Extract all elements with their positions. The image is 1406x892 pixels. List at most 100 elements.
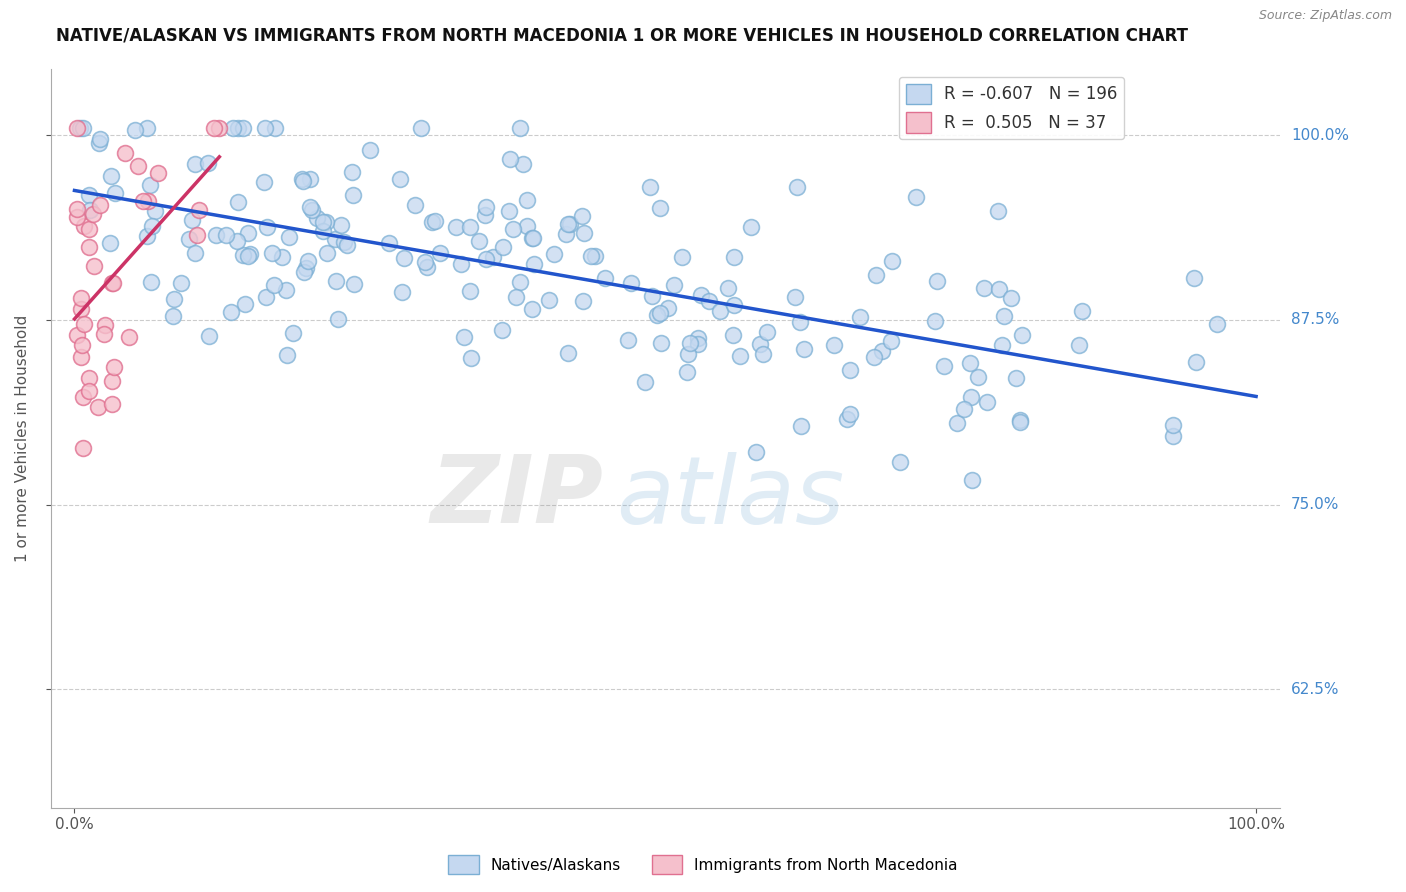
Point [66, 120, 89, 135]
Point [254, 290, 277, 304]
Point [849, 310, 872, 324]
Point [686, 337, 709, 351]
Point [499, 152, 522, 166]
Point [66, 328, 89, 343]
Point [394, 251, 416, 265]
Point [315, 246, 337, 260]
Point [274, 283, 297, 297]
Point [482, 250, 505, 264]
Point [620, 276, 643, 290]
Point [505, 290, 527, 304]
Point [236, 227, 259, 241]
Text: atlas: atlas [616, 451, 845, 542]
Point [72, 120, 94, 135]
Point [342, 187, 364, 202]
Legend: R = -0.607   N = 196, R =  0.505   N = 37: R = -0.607 N = 196, R = 0.505 N = 37 [898, 77, 1123, 139]
Point [188, 202, 211, 217]
Point [959, 390, 981, 404]
Point [709, 304, 731, 318]
Point [411, 120, 433, 135]
Point [889, 455, 911, 469]
Point [66, 210, 89, 224]
Point [959, 356, 981, 370]
Point [197, 329, 219, 343]
Point [973, 281, 995, 295]
Point [336, 237, 359, 252]
Point [924, 314, 946, 328]
Point [291, 172, 314, 186]
Point [557, 217, 579, 231]
Point [786, 179, 808, 194]
Point [93, 327, 115, 342]
Point [87, 401, 110, 415]
Point [509, 121, 531, 136]
Point [297, 253, 319, 268]
Point [474, 252, 496, 266]
Point [925, 274, 948, 288]
Point [617, 333, 640, 347]
Legend: Natives/Alaskans, Immigrants from North Macedonia: Natives/Alaskans, Immigrants from North … [441, 849, 965, 880]
Point [139, 275, 162, 289]
Point [1069, 338, 1091, 352]
Point [756, 325, 779, 339]
Point [69, 291, 91, 305]
Point [77, 188, 100, 202]
Point [748, 337, 770, 351]
Point [634, 375, 657, 389]
Point [94, 318, 117, 333]
Point [905, 190, 928, 204]
Text: NATIVE/ALASKAN VS IMMIGRANTS FROM NORTH MACEDONIA 1 OR MORE VEHICLES IN HOUSEHOL: NATIVE/ALASKAN VS IMMIGRANTS FROM NORTH … [56, 27, 1188, 45]
Point [752, 346, 775, 360]
Point [177, 232, 200, 246]
Point [232, 120, 254, 135]
Point [79, 384, 101, 398]
Point [77, 240, 100, 254]
Point [202, 120, 225, 135]
Point [283, 326, 305, 340]
Point [146, 166, 169, 180]
Point [103, 360, 125, 375]
Point [647, 308, 669, 322]
Point [233, 297, 256, 311]
Point [572, 294, 595, 309]
Point [1000, 292, 1022, 306]
Point [520, 301, 543, 316]
Point [740, 220, 762, 235]
Point [127, 159, 149, 173]
Point [880, 253, 903, 268]
Point [100, 396, 122, 410]
Point [558, 217, 581, 231]
Point [835, 411, 858, 425]
Point [1004, 370, 1026, 384]
Point [298, 171, 321, 186]
Point [581, 249, 603, 263]
Point [276, 349, 298, 363]
Point [114, 146, 136, 161]
Point [474, 201, 496, 215]
Point [976, 394, 998, 409]
Point [181, 213, 204, 227]
Point [391, 285, 413, 299]
Point [1011, 328, 1033, 343]
Point [79, 222, 101, 236]
Point [333, 235, 356, 249]
Point [520, 231, 543, 245]
Point [323, 232, 346, 246]
Point [83, 260, 105, 274]
Point [138, 194, 160, 208]
Point [101, 276, 124, 290]
Point [728, 349, 751, 363]
Point [583, 249, 606, 263]
Point [838, 407, 860, 421]
Point [671, 250, 693, 264]
Point [453, 330, 475, 344]
Point [946, 416, 969, 430]
Point [69, 120, 91, 135]
Point [679, 336, 702, 351]
Point [264, 120, 287, 135]
Point [543, 246, 565, 260]
Point [239, 247, 262, 261]
Point [72, 442, 94, 456]
Point [650, 336, 672, 351]
Point [143, 204, 166, 219]
